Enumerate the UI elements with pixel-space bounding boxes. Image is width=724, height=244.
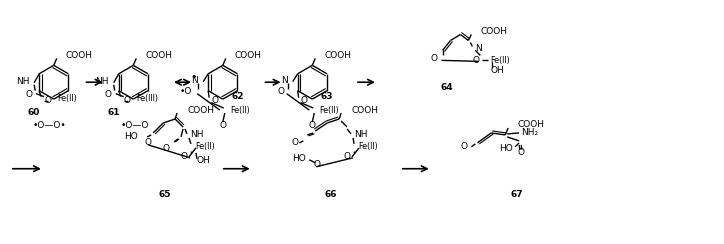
Text: HO: HO [125, 132, 138, 142]
Text: O: O [300, 96, 308, 105]
Text: 61: 61 [107, 108, 119, 117]
Text: OH: OH [197, 156, 211, 165]
Text: O: O [145, 138, 152, 147]
Text: O: O [44, 96, 51, 105]
Text: O: O [211, 96, 218, 105]
Text: COOH: COOH [351, 106, 378, 115]
Text: O: O [219, 122, 227, 131]
Text: COOH: COOH [480, 27, 508, 36]
Text: NH: NH [354, 131, 368, 139]
Text: O: O [313, 160, 321, 169]
Text: O: O [162, 144, 169, 153]
Text: O: O [343, 152, 350, 161]
Text: 65: 65 [159, 190, 172, 199]
Text: COOH: COOH [187, 106, 214, 115]
Text: O: O [472, 56, 479, 65]
Text: 63: 63 [321, 92, 334, 101]
Text: O: O [518, 148, 525, 157]
Text: 62: 62 [232, 92, 244, 101]
Text: HO: HO [500, 144, 513, 153]
Text: O: O [460, 142, 468, 151]
Text: O: O [278, 87, 285, 96]
Text: O: O [105, 90, 111, 99]
Text: 67: 67 [511, 190, 523, 199]
Text: 60: 60 [28, 108, 40, 117]
Text: 66: 66 [325, 190, 337, 199]
Text: NH: NH [190, 131, 203, 139]
Text: Fe(II): Fe(II) [319, 106, 339, 115]
Text: COOH: COOH [146, 51, 172, 60]
Text: COOH: COOH [235, 51, 262, 60]
Text: NH: NH [96, 77, 109, 86]
Text: N: N [281, 76, 287, 85]
Text: O: O [308, 122, 316, 131]
Text: O: O [291, 138, 298, 147]
Text: Fe(II): Fe(II) [230, 106, 250, 115]
Text: Fe(II): Fe(II) [57, 94, 77, 103]
Text: NH: NH [16, 77, 29, 86]
Text: O: O [431, 54, 437, 63]
Text: 64: 64 [440, 83, 452, 92]
Text: •O: •O [180, 87, 193, 96]
Text: •O—O•: •O—O• [33, 122, 67, 131]
Text: •O—O: •O—O [121, 122, 149, 131]
Text: Fe(II): Fe(II) [490, 56, 510, 65]
Text: NH₂: NH₂ [521, 128, 538, 137]
Text: Fe(III): Fe(III) [137, 94, 159, 103]
Text: O: O [180, 152, 187, 161]
Text: COOH: COOH [324, 51, 351, 60]
Text: COOH: COOH [66, 51, 93, 60]
Text: N: N [191, 76, 198, 85]
Text: HO: HO [292, 154, 306, 163]
Text: Fe(II): Fe(II) [195, 142, 215, 151]
Text: Fe(II): Fe(II) [358, 142, 378, 151]
Text: OH: OH [490, 66, 504, 75]
Text: O: O [25, 90, 32, 99]
Text: N: N [476, 44, 482, 53]
Text: •: • [190, 72, 196, 82]
Text: COOH: COOH [517, 121, 544, 130]
Text: O: O [124, 96, 130, 105]
